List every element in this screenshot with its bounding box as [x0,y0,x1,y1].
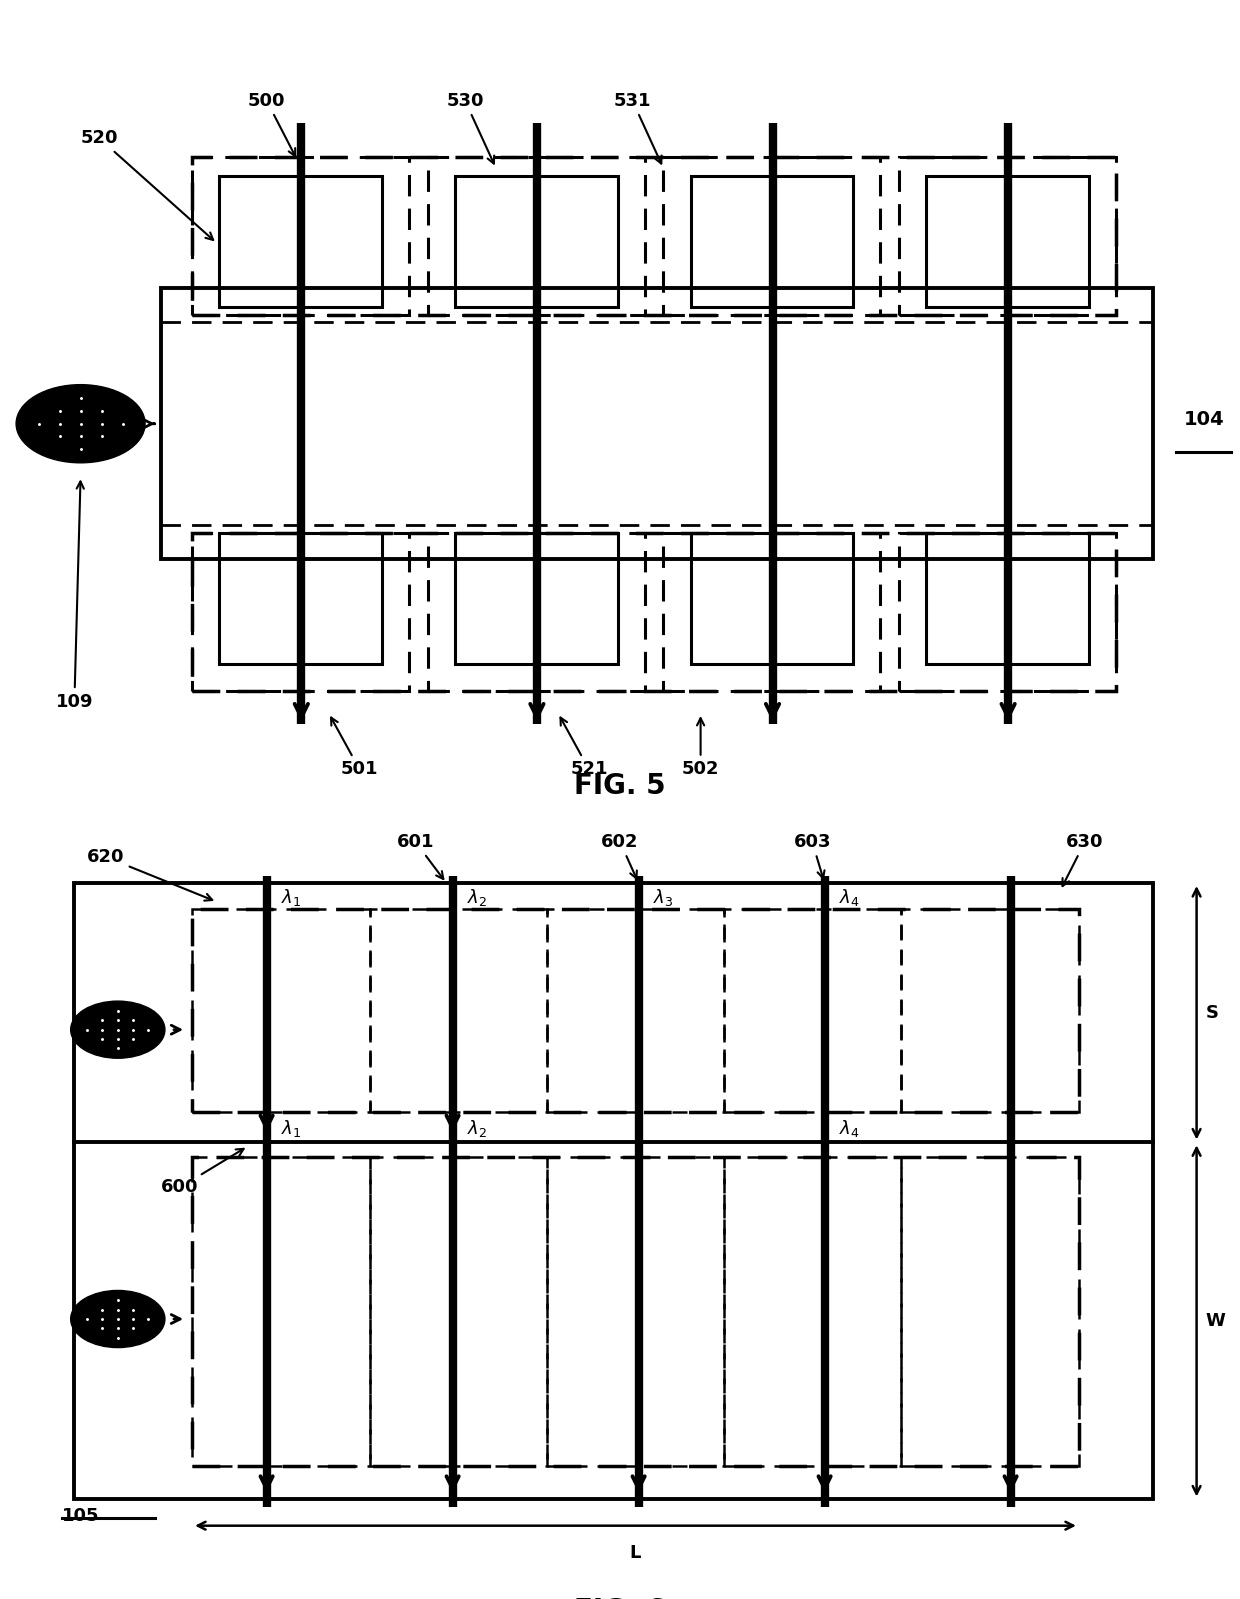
Text: 601: 601 [397,833,444,879]
Text: 630: 630 [1063,833,1104,886]
Text: 109: 109 [56,481,93,712]
Bar [161,288,1153,560]
Text: $\lambda_4$: $\lambda_4$ [839,887,861,908]
Text: 501: 501 [331,718,378,779]
Text: FIG. 5: FIG. 5 [574,771,666,800]
Text: 620: 620 [87,847,212,900]
Text: 105: 105 [62,1506,99,1525]
Text: 600: 600 [161,1148,243,1196]
Text: 530: 530 [446,91,495,163]
Text: $\lambda_1$: $\lambda_1$ [281,887,301,908]
Circle shape [71,1001,165,1059]
Text: $\lambda_2$: $\lambda_2$ [467,1118,487,1138]
Text: $\lambda_4$: $\lambda_4$ [839,1118,861,1138]
Text: W: W [1205,1311,1225,1330]
Text: FIG. 6: FIG. 6 [574,1597,666,1599]
Text: 502: 502 [682,718,719,779]
Text: 520: 520 [81,130,213,240]
Text: $\lambda_2$: $\lambda_2$ [467,887,487,908]
Text: $\lambda_1$: $\lambda_1$ [281,1118,301,1138]
Text: 521: 521 [560,718,608,779]
Text: 602: 602 [601,833,639,878]
Text: 531: 531 [614,91,662,163]
Text: S: S [1205,1004,1218,1022]
Text: L: L [630,1545,641,1562]
Text: 500: 500 [248,91,295,157]
Bar [74,883,1153,1500]
Text: 603: 603 [794,833,831,878]
Circle shape [16,385,145,462]
Text: 104: 104 [1184,411,1225,430]
Circle shape [71,1290,165,1348]
Text: $\lambda_3$: $\lambda_3$ [653,887,673,908]
